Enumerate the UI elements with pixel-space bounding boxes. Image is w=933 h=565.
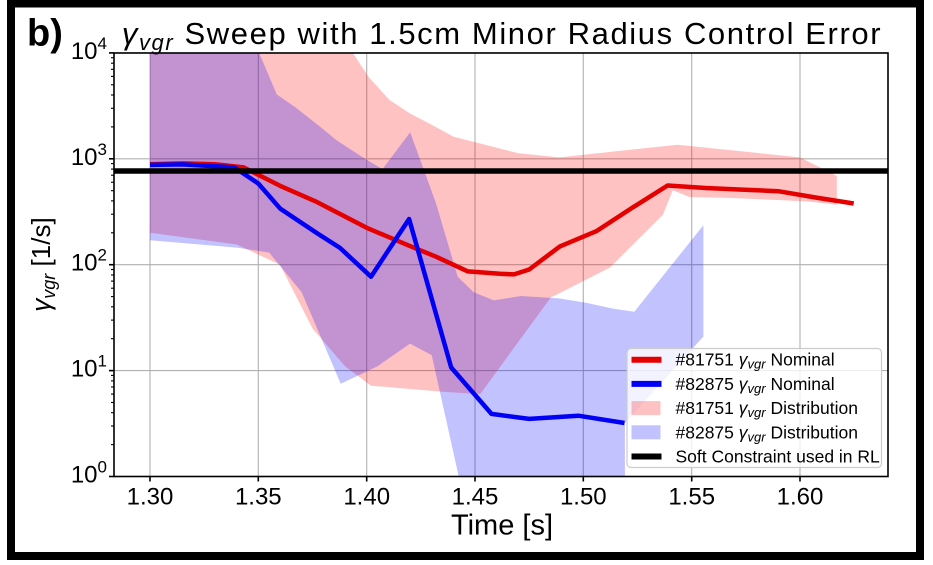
- svg-text:γvgr Sweep with 1.5cm Minor Ra: γvgr Sweep with 1.5cm Minor Radius Contr…: [122, 16, 882, 55]
- svg-text:b): b): [27, 13, 63, 55]
- svg-text:1.40: 1.40: [343, 484, 390, 511]
- svg-text:1.35: 1.35: [235, 484, 282, 511]
- svg-text:1.55: 1.55: [668, 484, 715, 511]
- svg-text:Soft Constraint used in RL: Soft Constraint used in RL: [676, 447, 881, 467]
- svg-text:#82875 γvgr Nominal: #82875 γvgr Nominal: [676, 374, 835, 396]
- svg-text:Time [s]: Time [s]: [451, 510, 553, 542]
- svg-text:1.45: 1.45: [452, 484, 499, 511]
- svg-text:1.60: 1.60: [777, 484, 824, 511]
- svg-text:#81751 γvgr Distribution: #81751 γvgr Distribution: [676, 398, 859, 420]
- svg-text:1.50: 1.50: [560, 484, 607, 511]
- svg-text:#82875 γvgr Distribution: #82875 γvgr Distribution: [676, 422, 859, 444]
- svg-text:1.30: 1.30: [127, 484, 174, 511]
- svg-text:#81751 γvgr Nominal: #81751 γvgr Nominal: [676, 350, 835, 372]
